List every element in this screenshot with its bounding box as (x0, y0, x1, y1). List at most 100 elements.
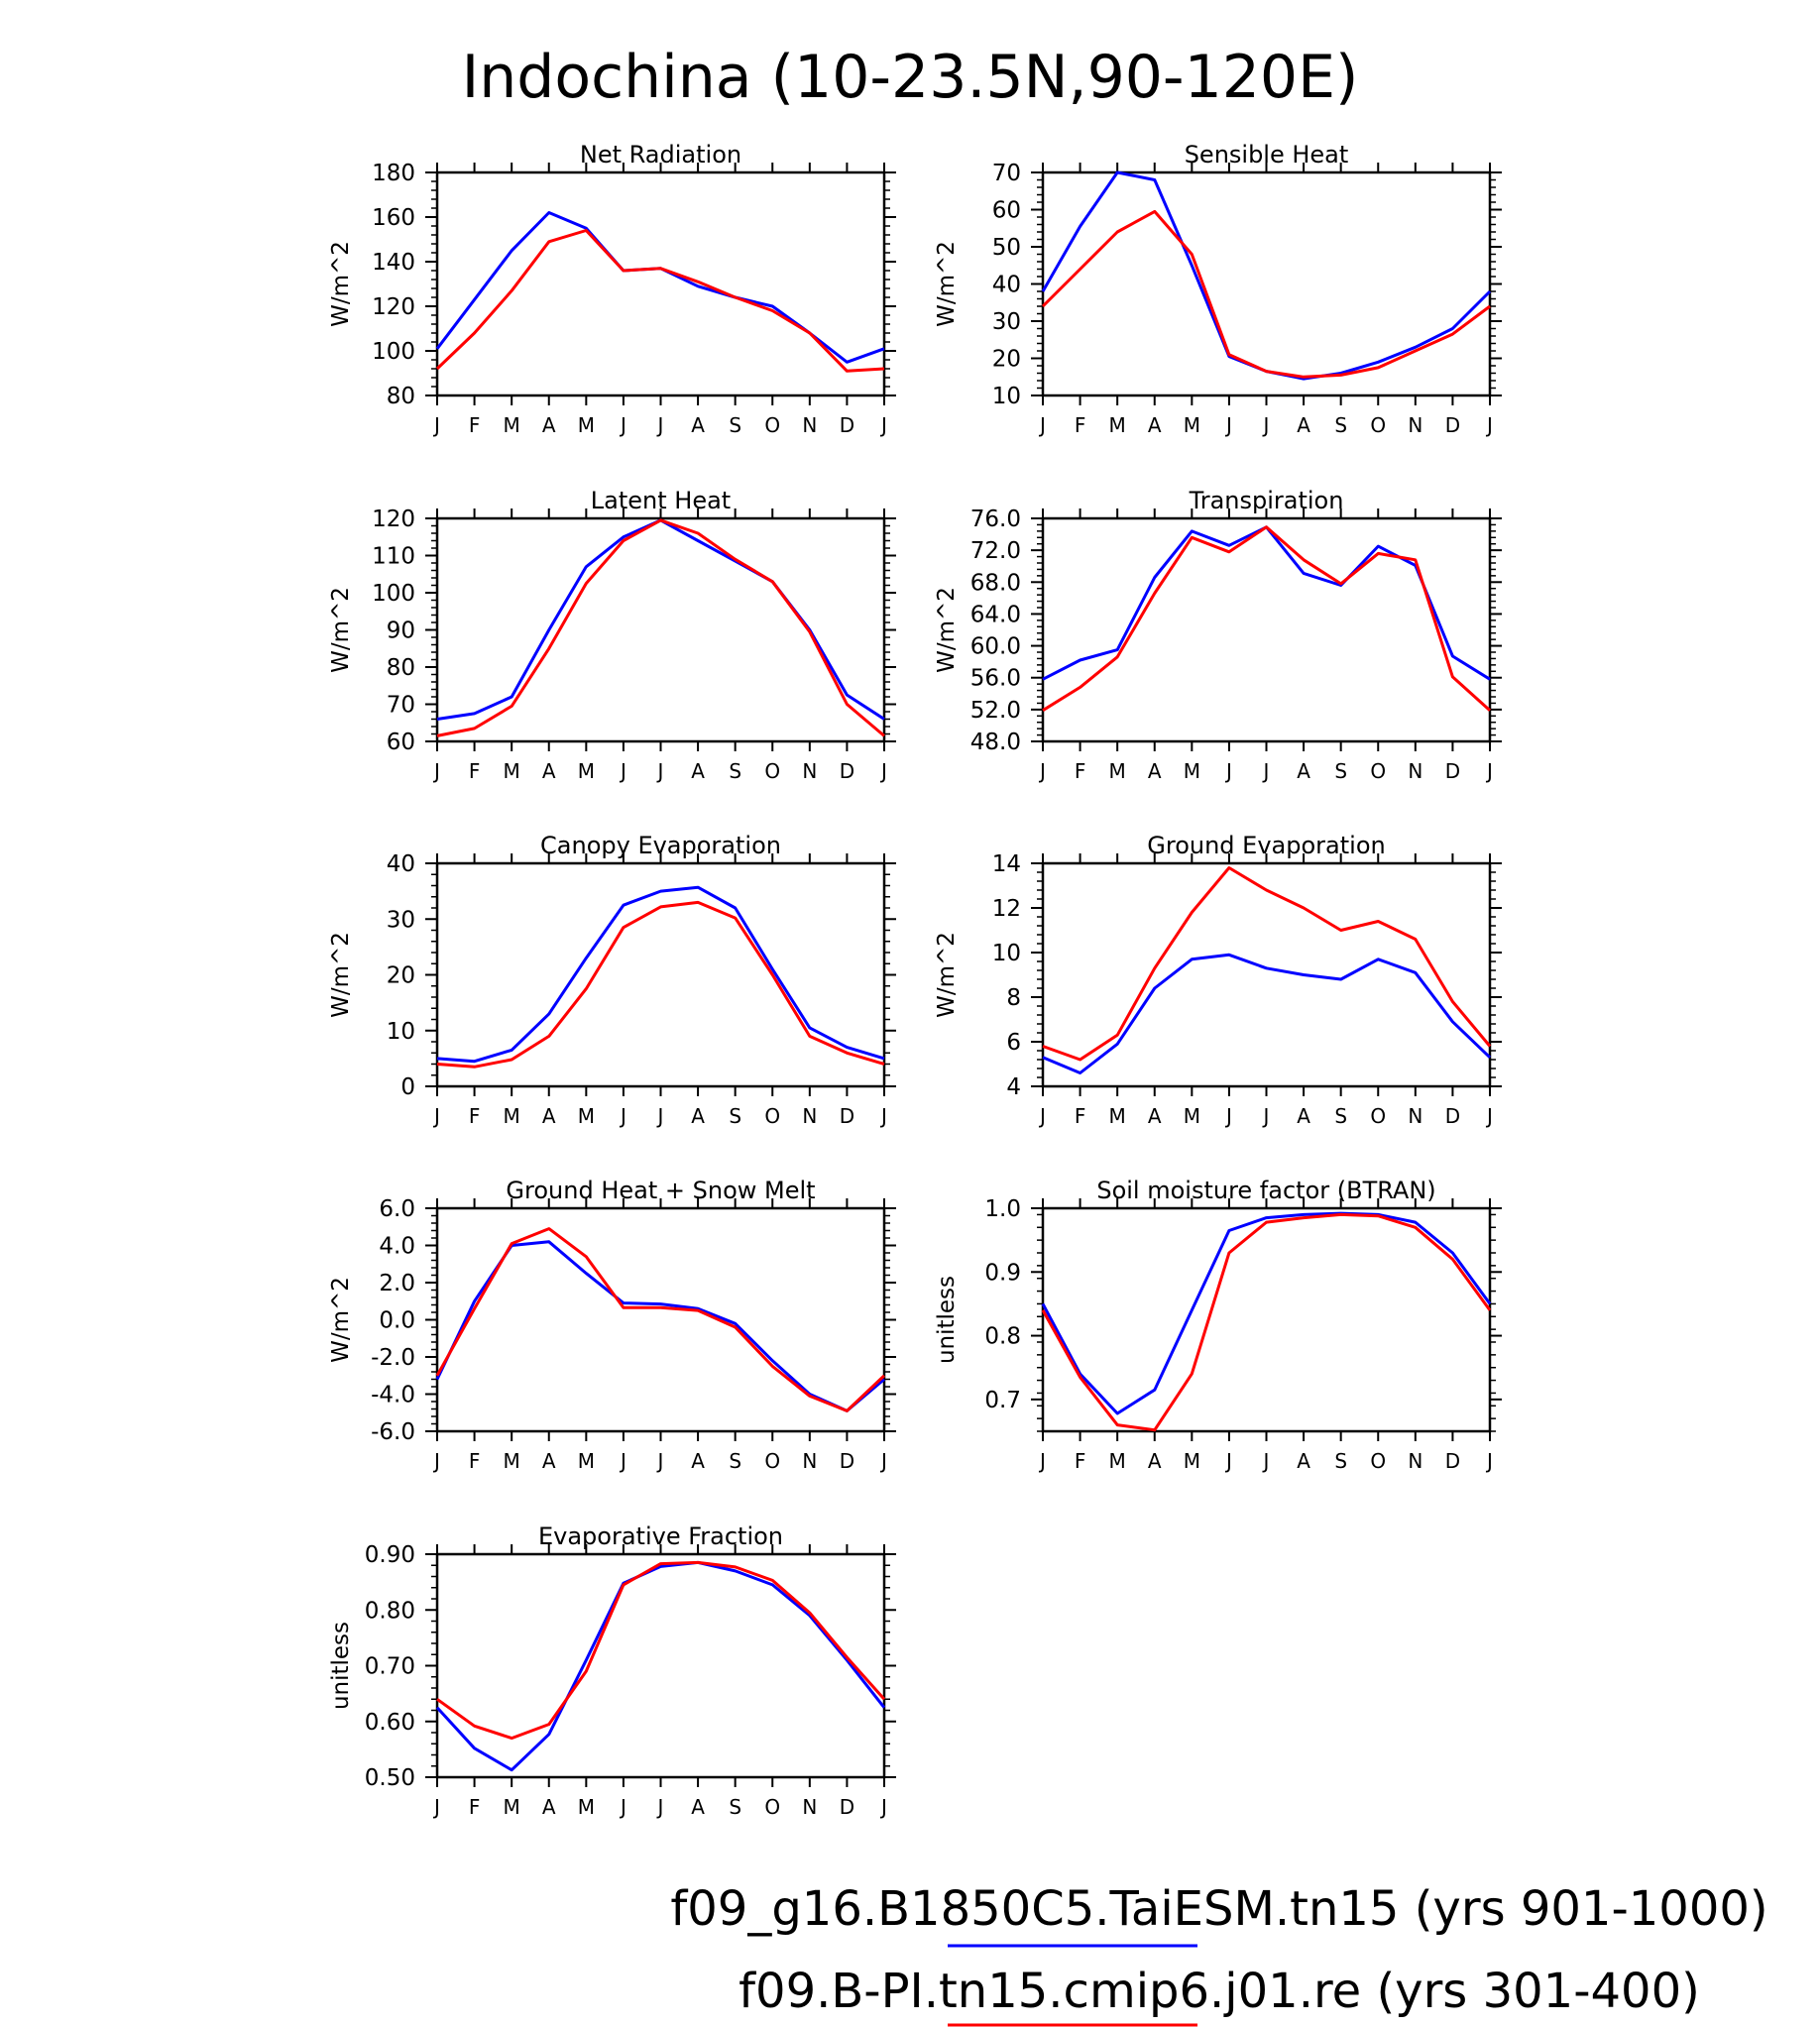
x-tick-label: J (1262, 759, 1270, 783)
x-tick-label: J (1262, 1104, 1270, 1128)
y-tick-label: 20 (992, 347, 1021, 373)
plot-frame (1041, 861, 1492, 1088)
y-tick-label: 140 (372, 250, 415, 276)
x-tick-label: A (542, 759, 556, 783)
series-line-1 (435, 1560, 886, 1772)
x-tick-label: A (1148, 759, 1162, 783)
y-tick-label: 30 (387, 907, 415, 933)
x-tick-label: S (729, 1104, 741, 1128)
x-tick-label: J (879, 1449, 887, 1473)
x-tick-label: J (1485, 1104, 1493, 1128)
y-axis-label: W/m^2 (328, 1277, 354, 1363)
x-tick-label: M (1184, 413, 1200, 437)
x-tick-label: N (802, 1104, 817, 1128)
x-tick-label: F (469, 759, 481, 783)
plot-frame (1041, 516, 1492, 743)
x-tick-label: S (729, 1795, 741, 1819)
x-tick-label: M (578, 413, 595, 437)
x-tick-label: A (1297, 759, 1310, 783)
y-tick-label: 1.0 (984, 1196, 1021, 1222)
x-tick-label: N (802, 1449, 817, 1473)
x-tick-label: O (1370, 1449, 1386, 1473)
x-tick-label: J (1262, 413, 1270, 437)
x-tick-label: S (1334, 413, 1347, 437)
y-tick-label: 20 (387, 963, 415, 989)
x-tick-label: M (504, 1449, 520, 1473)
x-tick-label: M (1184, 1104, 1200, 1128)
series-line-2 (435, 229, 885, 373)
y-tick-label: 0.60 (365, 1710, 415, 1736)
x-tick-label: A (1297, 1449, 1310, 1473)
x-tick-label: S (1334, 1449, 1347, 1473)
y-tick-label: 12 (992, 896, 1021, 922)
x-tick-label: J (656, 759, 664, 783)
series-line-1 (436, 518, 885, 721)
y-tick-label: 48.0 (970, 730, 1021, 755)
x-tick-label: J (432, 1104, 440, 1128)
x-tick-label: M (578, 1104, 595, 1128)
panel-title: Transpiration (1189, 487, 1344, 514)
panel-title: Sensible Heat (1185, 141, 1349, 169)
x-tick-label: D (840, 1795, 854, 1819)
x-tick-label: D (1445, 413, 1460, 437)
y-axis-label: W/m^2 (934, 932, 960, 1018)
x-tick-label: J (1485, 1449, 1493, 1473)
figure-title: Indochina (10-23.5N,90-120E) (462, 43, 1359, 112)
panel-title: Net Radiation (580, 141, 741, 169)
series-line-2 (436, 900, 885, 1069)
y-axis-label: unitless (328, 1622, 354, 1710)
y-tick-label: 120 (372, 294, 415, 320)
panel-title: Canopy Evaporation (540, 832, 781, 859)
y-tick-label: 60 (992, 198, 1021, 224)
x-tick-label: A (542, 1795, 556, 1819)
x-tick-label: J (1038, 1449, 1046, 1473)
x-tick-label: J (619, 1795, 626, 1819)
x-tick-label: N (802, 759, 817, 783)
y-tick-label: 100 (372, 339, 415, 365)
x-tick-label: S (729, 759, 741, 783)
y-tick-label: 68.0 (970, 570, 1021, 596)
x-tick-label: N (802, 413, 817, 437)
series-line-2 (436, 1560, 886, 1741)
x-tick-label: J (619, 1449, 626, 1473)
x-tick-label: J (1224, 1104, 1232, 1128)
panel-title: Ground Evaporation (1147, 832, 1385, 859)
x-tick-label: J (656, 1104, 664, 1128)
x-tick-label: J (879, 1795, 887, 1819)
x-tick-label: M (1109, 413, 1126, 437)
x-tick-label: N (1408, 1104, 1422, 1128)
y-axis-label: W/m^2 (934, 587, 960, 673)
plot-frame (1041, 170, 1492, 397)
y-tick-label: 160 (372, 205, 415, 231)
y-tick-label: -6.0 (371, 1419, 415, 1445)
y-axis-label: W/m^2 (328, 241, 354, 327)
y-tick-label: 60 (387, 730, 415, 755)
x-tick-label: M (1184, 1449, 1200, 1473)
x-tick-label: A (1297, 413, 1310, 437)
x-tick-label: M (1184, 759, 1200, 783)
series-line-2 (1041, 209, 1491, 379)
y-tick-label: 52.0 (970, 698, 1021, 724)
series-line-1 (1042, 525, 1491, 681)
x-tick-label: D (840, 1449, 854, 1473)
panel-4: J F M A M J J A S O N D J48.052.056.060.064.068.072.… (934, 487, 1502, 783)
y-tick-label: 0.8 (984, 1324, 1021, 1350)
y-tick-label: 30 (992, 309, 1021, 335)
x-tick-label: J (619, 759, 626, 783)
y-tick-label: 0.80 (365, 1598, 415, 1624)
x-tick-label: M (1109, 1104, 1126, 1128)
x-tick-label: F (469, 1449, 481, 1473)
x-tick-label: J (879, 413, 887, 437)
x-tick-label: M (578, 1795, 595, 1819)
y-tick-label: 76.0 (970, 507, 1021, 532)
y-tick-label: 10 (992, 384, 1021, 409)
x-tick-label: A (542, 413, 556, 437)
x-tick-label: J (1262, 1449, 1270, 1473)
x-tick-label: J (656, 413, 664, 437)
x-tick-label: O (764, 759, 780, 783)
x-tick-label: J (432, 413, 440, 437)
y-axis-label: W/m^2 (328, 587, 354, 673)
